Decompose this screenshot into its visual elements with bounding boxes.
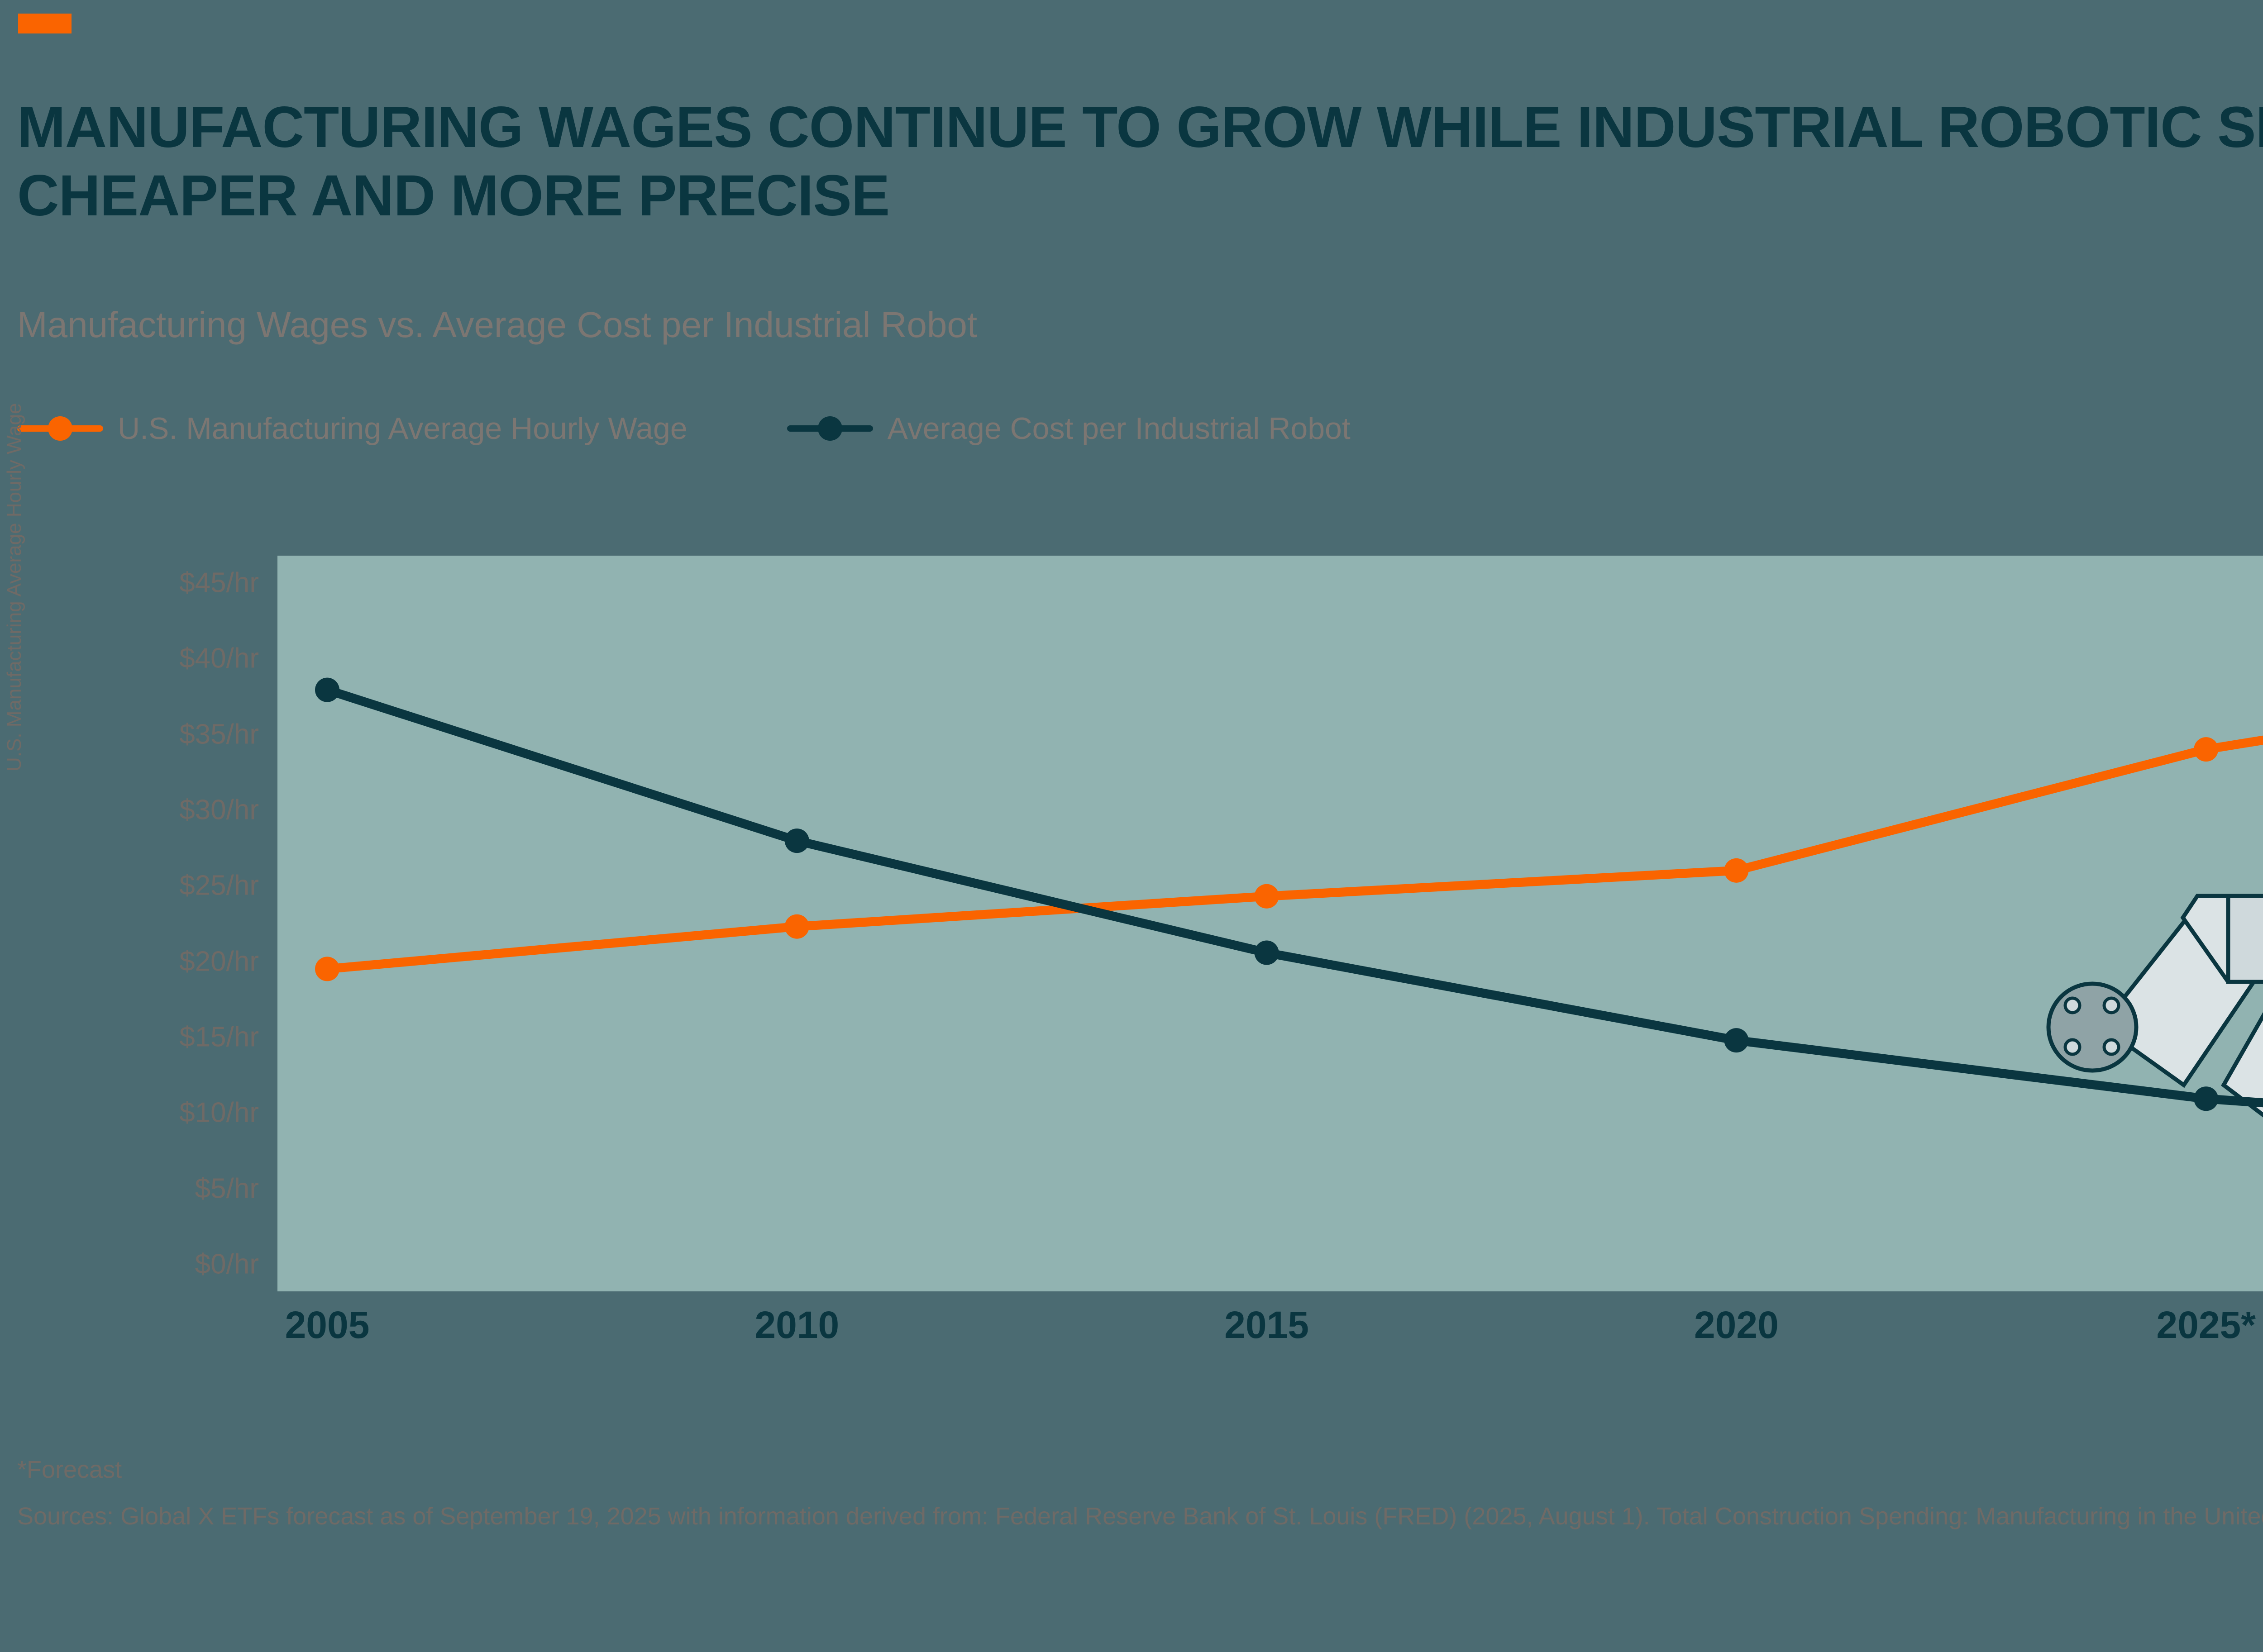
legend-item-wage[interactable]: U.S. Manufacturing Average Hourly Wage <box>17 411 687 446</box>
data-point[interactable] <box>2194 1086 2219 1111</box>
data-point[interactable] <box>2194 737 2219 762</box>
y-axis-left-tick: $45/hr <box>179 567 259 599</box>
legend-swatch-robot <box>787 416 873 441</box>
x-axis-tick: 2025* <box>2156 1304 2256 1346</box>
x-axis-tick: 2015 <box>1224 1304 1309 1346</box>
chart-plot-area <box>277 556 2263 1291</box>
legend-label-robot: Average Cost per Industrial Robot <box>887 411 1351 446</box>
y-axis-left-tick: $0/hr <box>195 1248 259 1280</box>
data-point[interactable] <box>784 828 809 853</box>
forecast-note: *Forecast <box>17 1456 122 1483</box>
legend-item-robot[interactable]: Average Cost per Industrial Robot <box>787 411 1351 446</box>
legend-label-wage: U.S. Manufacturing Average Hourly Wage <box>118 411 687 446</box>
y-axis-left: $0/hr $5/hr $10/hr $15/hr $20/hr $25/hr $30/hr… <box>0 556 272 1291</box>
series-line <box>323 685 2263 1108</box>
chart-subtitle: Manufacturing Wages vs. Average Cost per… <box>17 305 978 345</box>
data-point[interactable] <box>1724 1028 1749 1053</box>
y-axis-left-tick: $25/hr <box>179 870 259 901</box>
chart-legend: U.S. Manufacturing Average Hourly Wage A… <box>17 411 1450 446</box>
data-point[interactable] <box>315 677 339 702</box>
chart-series-group <box>315 677 2263 1111</box>
y-axis-left-tick: $20/hr <box>179 946 259 977</box>
x-axis-tick: 2020 <box>1694 1304 1779 1346</box>
y-axis-left-tick: $15/hr <box>179 1021 259 1053</box>
y-axis-left-tick: $30/hr <box>179 794 259 826</box>
data-point[interactable] <box>1724 858 1749 883</box>
sources-note: Sources: Global X ETFs forecast as of Se… <box>17 1502 2263 1530</box>
y-axis-left-tick: $10/hr <box>179 1097 259 1128</box>
industrial-robot-illustration <box>2046 894 2263 1118</box>
legend-dot-icon <box>817 416 842 441</box>
y-axis-left-tick: $40/hr <box>179 643 259 674</box>
x-axis-tick: 2005 <box>285 1304 370 1346</box>
y-axis-left-tick: $35/hr <box>179 719 259 750</box>
legend-dot-icon <box>48 416 72 441</box>
x-axis-tick: 2010 <box>754 1304 840 1346</box>
legend-swatch-wage <box>17 416 103 441</box>
page-title: MANUFACTURING WAGES CONTINUE TO GROW WHI… <box>17 95 2263 228</box>
chart-canvas <box>315 677 2263 1118</box>
brand-accent-bar <box>18 14 72 33</box>
y-axis-left-tick: $5/hr <box>195 1173 259 1204</box>
data-point[interactable] <box>315 957 339 981</box>
data-point[interactable] <box>1254 884 1279 909</box>
data-point[interactable] <box>1254 940 1279 965</box>
series-line <box>323 735 2263 974</box>
y-axis-left-title: U.S. Manufacturing Average Hourly Wage <box>3 403 25 771</box>
data-point[interactable] <box>784 914 809 939</box>
footnotes: *Forecast Sources: Global X ETFs forecas… <box>17 1452 2263 1533</box>
